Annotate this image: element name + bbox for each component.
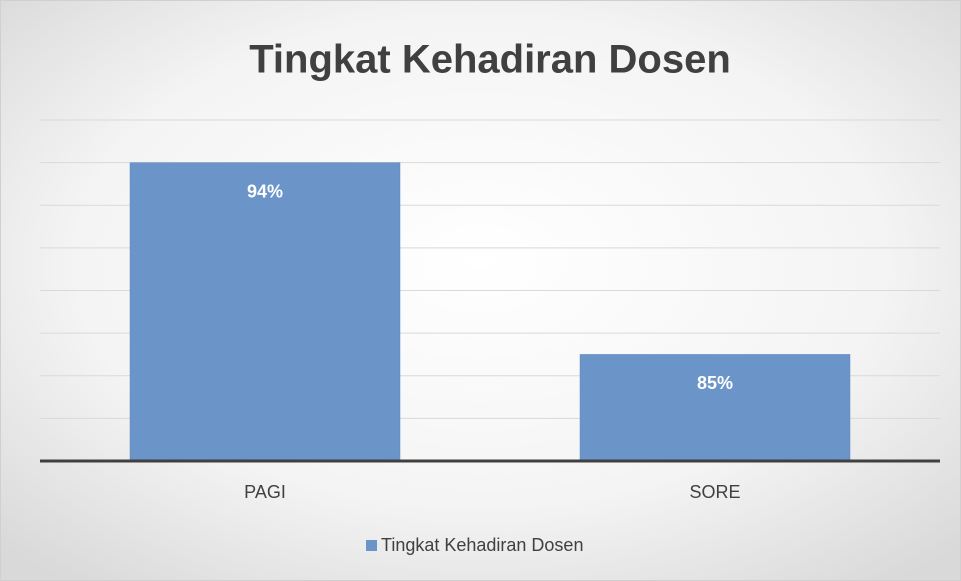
- x-tick-label: SORE: [689, 482, 740, 502]
- bar: [579, 354, 851, 462]
- legend-label: Tingkat Kehadiran Dosen: [381, 535, 583, 555]
- data-label: 94%: [247, 181, 283, 201]
- x-tick-label: PAGI: [244, 482, 286, 502]
- chart-title: Tingkat Kehadiran Dosen: [249, 38, 731, 82]
- data-label: 85%: [697, 373, 733, 393]
- bar: [129, 162, 401, 462]
- legend-swatch: [366, 540, 377, 551]
